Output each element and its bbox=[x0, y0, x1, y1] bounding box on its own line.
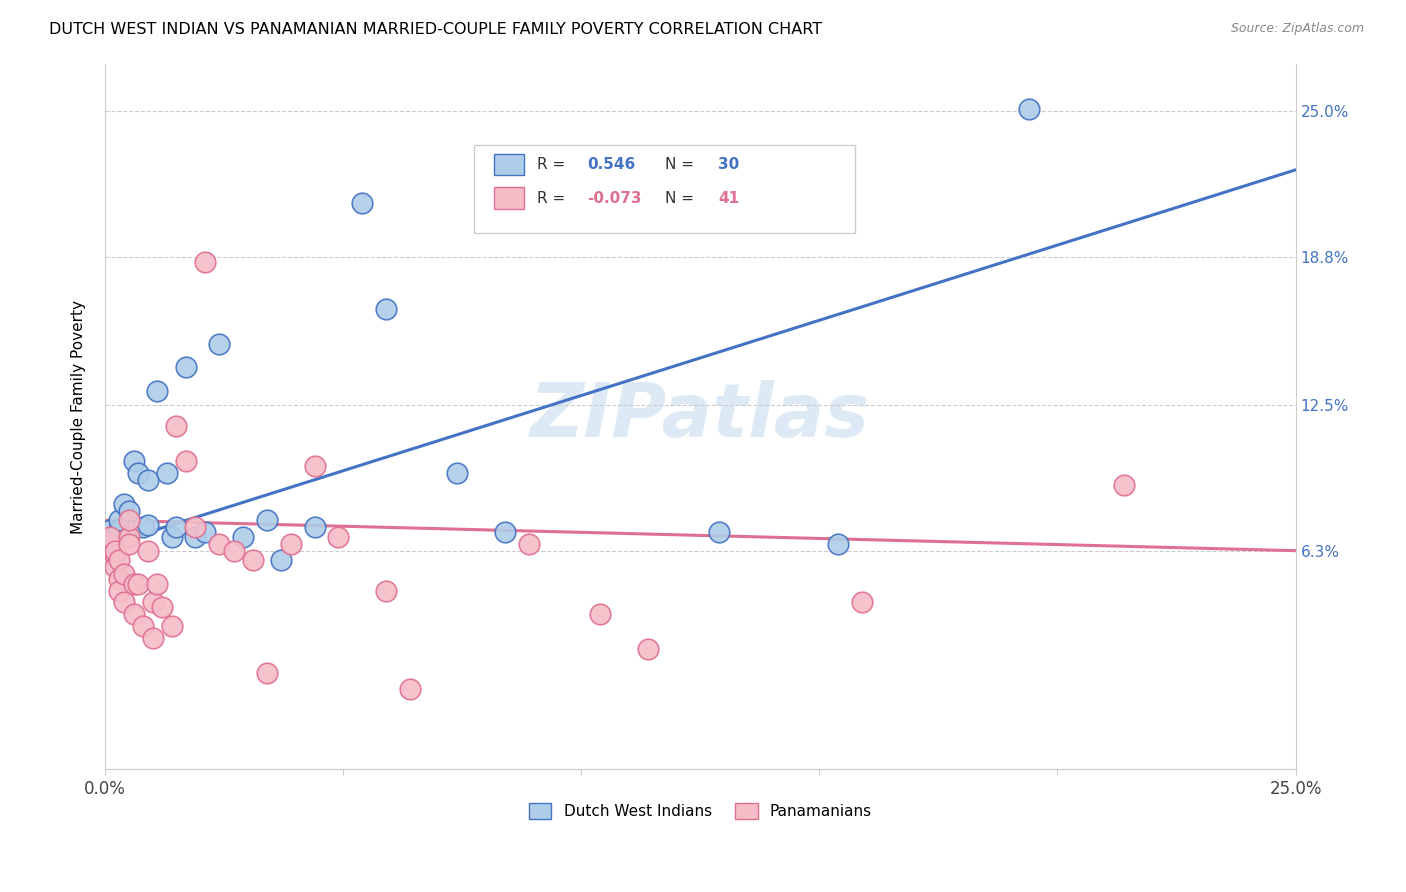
Point bbox=[160, 530, 183, 544]
FancyBboxPatch shape bbox=[495, 187, 524, 209]
Point bbox=[270, 553, 292, 567]
Point bbox=[136, 473, 159, 487]
Point bbox=[112, 595, 135, 609]
Point bbox=[174, 360, 197, 375]
Point bbox=[118, 513, 141, 527]
Point bbox=[352, 195, 374, 210]
Point bbox=[208, 536, 231, 550]
Point bbox=[304, 458, 326, 473]
Point bbox=[184, 520, 207, 534]
Point bbox=[108, 583, 131, 598]
Point bbox=[127, 466, 149, 480]
Legend: Dutch West Indians, Panamanians: Dutch West Indians, Panamanians bbox=[523, 797, 879, 825]
Point bbox=[165, 419, 187, 434]
Point bbox=[517, 536, 540, 550]
Point bbox=[637, 642, 659, 657]
Point bbox=[132, 619, 155, 633]
Point bbox=[256, 665, 278, 680]
Point bbox=[222, 543, 245, 558]
Point bbox=[1114, 478, 1136, 492]
Point bbox=[98, 530, 121, 544]
Point bbox=[103, 530, 125, 544]
Point bbox=[112, 497, 135, 511]
Point bbox=[146, 384, 169, 398]
Point bbox=[851, 595, 873, 609]
Point bbox=[103, 543, 125, 558]
Text: Source: ZipAtlas.com: Source: ZipAtlas.com bbox=[1230, 22, 1364, 36]
Point bbox=[242, 553, 264, 567]
Point bbox=[150, 600, 173, 615]
Point bbox=[256, 513, 278, 527]
Point bbox=[446, 466, 468, 480]
Point bbox=[375, 583, 398, 598]
Text: ZIPatlas: ZIPatlas bbox=[530, 380, 870, 453]
FancyBboxPatch shape bbox=[474, 145, 855, 234]
Point bbox=[118, 504, 141, 518]
Point bbox=[127, 576, 149, 591]
Text: N =: N = bbox=[665, 157, 693, 172]
Point bbox=[122, 607, 145, 622]
Point bbox=[709, 524, 731, 539]
Point bbox=[136, 543, 159, 558]
FancyBboxPatch shape bbox=[495, 154, 524, 176]
Point bbox=[108, 553, 131, 567]
Text: R =: R = bbox=[537, 191, 565, 205]
Point bbox=[146, 576, 169, 591]
Point bbox=[494, 524, 516, 539]
Point bbox=[122, 454, 145, 468]
Point bbox=[136, 517, 159, 532]
Point bbox=[132, 520, 155, 534]
Point bbox=[142, 631, 165, 645]
Text: -0.073: -0.073 bbox=[588, 191, 641, 205]
Point bbox=[108, 523, 131, 537]
Point bbox=[1018, 102, 1040, 116]
Point bbox=[589, 607, 612, 622]
Point bbox=[122, 576, 145, 591]
Point bbox=[174, 454, 197, 468]
Point bbox=[827, 536, 849, 550]
Point bbox=[375, 301, 398, 316]
Point bbox=[98, 536, 121, 550]
Point bbox=[304, 520, 326, 534]
Point bbox=[398, 682, 420, 697]
Text: N =: N = bbox=[665, 191, 693, 205]
Point bbox=[232, 530, 254, 544]
Text: 41: 41 bbox=[718, 191, 740, 205]
Point bbox=[108, 513, 131, 527]
Text: R =: R = bbox=[537, 157, 565, 172]
Point bbox=[160, 619, 183, 633]
Text: DUTCH WEST INDIAN VS PANAMANIAN MARRIED-COUPLE FAMILY POVERTY CORRELATION CHART: DUTCH WEST INDIAN VS PANAMANIAN MARRIED-… bbox=[49, 22, 823, 37]
Text: 30: 30 bbox=[718, 157, 740, 172]
Point bbox=[194, 524, 217, 539]
Point bbox=[103, 549, 125, 563]
Y-axis label: Married-Couple Family Poverty: Married-Couple Family Poverty bbox=[72, 300, 86, 533]
Point bbox=[118, 536, 141, 550]
Point bbox=[280, 536, 302, 550]
Point bbox=[156, 466, 179, 480]
Point bbox=[208, 336, 231, 351]
Point bbox=[184, 530, 207, 544]
Point bbox=[112, 567, 135, 582]
Point bbox=[103, 560, 125, 574]
Point bbox=[108, 572, 131, 586]
Point bbox=[328, 530, 350, 544]
Point bbox=[98, 523, 121, 537]
Text: 0.546: 0.546 bbox=[588, 157, 636, 172]
Point bbox=[194, 254, 217, 268]
Point bbox=[165, 520, 187, 534]
Point bbox=[142, 595, 165, 609]
Point bbox=[118, 530, 141, 544]
